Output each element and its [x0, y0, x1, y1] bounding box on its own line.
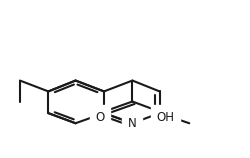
- Text: OH: OH: [157, 111, 175, 124]
- Text: N: N: [128, 117, 137, 130]
- Text: O: O: [96, 111, 105, 124]
